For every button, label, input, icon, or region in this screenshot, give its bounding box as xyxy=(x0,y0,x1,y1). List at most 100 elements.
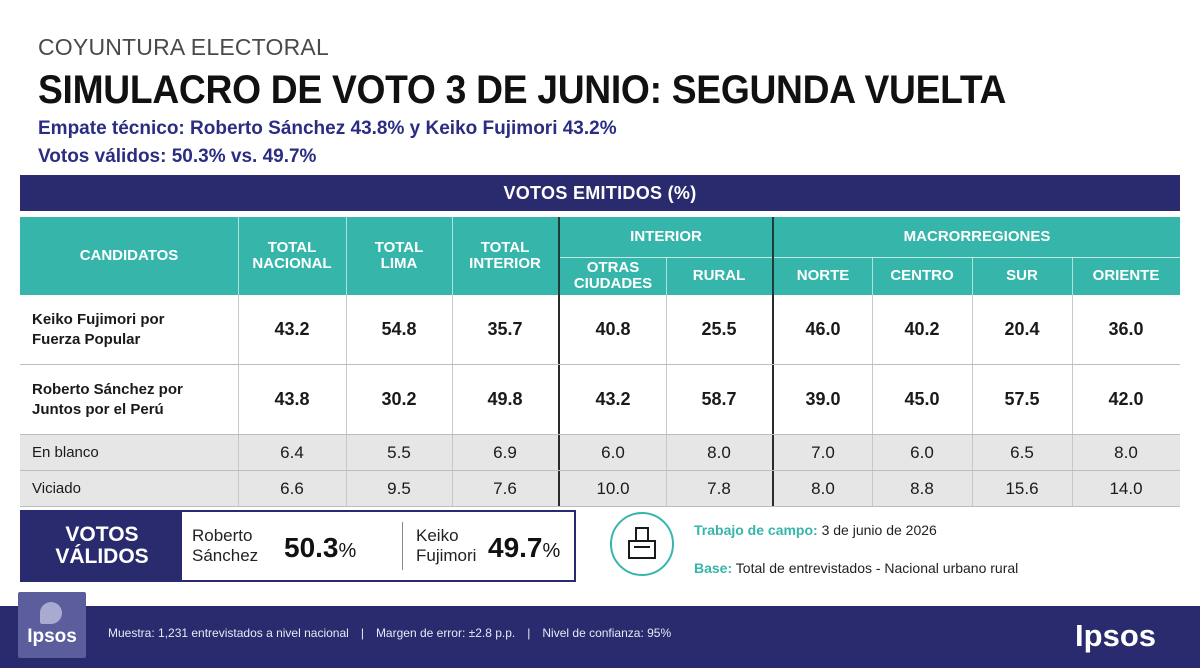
cell-value: 9.5 xyxy=(387,478,411,498)
candidate-name-line: Viciado xyxy=(32,479,81,497)
cell-value: 8.0 xyxy=(707,442,731,462)
cell-value: 39.0 xyxy=(805,389,841,409)
table-body: Keiko Fujimori por Fuerza Popular 43.2 54.8… xyxy=(20,295,1180,507)
page-title: SIMULACRO DE VOTO 3 DE JUNIO: SEGUNDA VU… xyxy=(38,68,1007,112)
valid-votes-b-value: 49.7 xyxy=(488,532,543,563)
valid-votes-b-pct: 49.7% xyxy=(488,532,560,564)
valid-votes-a-value: 50.3 xyxy=(284,532,339,563)
cell-value: 54.8 xyxy=(381,319,417,339)
valid-votes-b-name: Keiko Fujimori xyxy=(416,526,476,565)
col-norte: NORTE xyxy=(796,267,850,285)
cell-value: 20.4 xyxy=(1004,319,1040,339)
col-otras-l1: OTRAS xyxy=(586,259,640,277)
cell-value: 6.9 xyxy=(493,442,517,462)
cell-value: 42.0 xyxy=(1108,389,1144,409)
col-total-lima-l2: LIMA xyxy=(380,255,418,272)
valid-votes-a-first: Roberto xyxy=(192,526,253,545)
candidate-name-line: Juntos por el Perú xyxy=(32,400,164,418)
ballot-box-icon xyxy=(610,512,674,576)
logo-text: Ipsos xyxy=(27,626,77,647)
base-label: Base: xyxy=(694,560,733,576)
valid-votes-b-first: Keiko xyxy=(416,526,459,545)
base-value: Total de entrevistados - Nacional urbano… xyxy=(735,560,1019,576)
valid-votes-label-l1: VOTOS xyxy=(65,522,139,546)
footer-confidence: Nivel de confianza: 95% xyxy=(542,626,672,640)
valid-votes-label: VOTOS VÁLIDOS xyxy=(22,512,182,580)
candidate-name-line: Roberto Sánchez por xyxy=(32,381,183,398)
col-otras-l2: CIUDADES xyxy=(573,275,653,292)
footer-notes: Muestra: 1,231 entrevistados a nivel nac… xyxy=(108,626,671,640)
footer-error: Margen de error: ±2.8 p.p. xyxy=(375,626,516,640)
col-total-interior-l1: TOTAL xyxy=(480,239,530,257)
cell-value: 57.5 xyxy=(1004,389,1040,409)
cell-value: 43.2 xyxy=(274,319,310,339)
cell-value: 49.8 xyxy=(487,389,523,409)
footer-sep-1: | xyxy=(360,626,364,640)
group-macrorregiones: MACRORREGIONES xyxy=(903,228,1051,246)
footer-sep-2: | xyxy=(527,626,531,640)
subtitle-tie: Empate técnico: Roberto Sánchez 43.8% y … xyxy=(38,118,617,139)
table-row: Roberto Sánchez por Juntos por el Perú 43.… xyxy=(20,365,1180,435)
table-banner: VOTOS EMITIDOS (%) xyxy=(20,175,1180,211)
col-total-nacional: TOTAL NACIONAL xyxy=(238,217,346,295)
subtitle-valid: Votos válidos: 50.3% vs. 49.7% xyxy=(38,146,317,167)
cell-value: 6.0 xyxy=(601,442,625,462)
cell-value: 30.2 xyxy=(381,389,417,409)
candidate-name-line: En blanco xyxy=(32,443,99,461)
fieldwork-label: Trabajo de campo: xyxy=(694,522,818,538)
cell-value: 14.0 xyxy=(1109,478,1143,498)
brand-wordmark: Ipsos xyxy=(1075,618,1156,653)
kicker: COYUNTURA ELECTORAL xyxy=(38,34,329,60)
candidate-name: En blanco xyxy=(20,435,238,470)
cell-value: 6.0 xyxy=(910,442,934,462)
cell-value: 8.0 xyxy=(1114,442,1138,462)
fieldwork-value: 3 de junio de 2026 xyxy=(821,522,937,538)
valid-votes-a-pct: 50.3% xyxy=(284,532,356,564)
ipsos-logo: Ipsos xyxy=(18,592,86,658)
cell-value: 6.6 xyxy=(280,478,304,498)
cell-value: 10.0 xyxy=(596,478,630,498)
valid-votes-b-last: Fujimori xyxy=(416,545,477,565)
cell-value: 40.2 xyxy=(904,319,940,339)
footer-sample: Muestra: 1,231 entrevistados a nivel nac… xyxy=(108,626,349,640)
col-oriente: ORIENTE xyxy=(1092,267,1160,285)
candidate-name: Keiko Fujimori por Fuerza Popular xyxy=(20,295,238,364)
cell-value: 15.6 xyxy=(1005,478,1039,498)
cell-value: 45.0 xyxy=(904,389,940,409)
col-sur: SUR xyxy=(1006,267,1038,285)
cell-value: 25.5 xyxy=(701,319,737,339)
valid-votes-label-l2: VÁLIDOS xyxy=(55,545,149,568)
col-candidates: CANDIDATOS xyxy=(79,247,179,265)
cell-value: 5.5 xyxy=(387,442,411,462)
cell-value: 6.5 xyxy=(1010,442,1034,462)
col-rural: RURAL xyxy=(692,267,746,285)
cell-value: 46.0 xyxy=(805,319,841,339)
col-total-interior: TOTAL INTERIOR xyxy=(452,217,558,295)
col-total-interior-l2: INTERIOR xyxy=(469,255,541,272)
cell-value: 36.0 xyxy=(1108,319,1144,339)
valid-votes-b-sign: % xyxy=(542,540,561,562)
table-row: Viciado 6.6 9.5 7.6 10.0 7.8 8.0 8.8 15.6 14.0 xyxy=(20,471,1180,507)
cell-value: 43.2 xyxy=(595,389,631,409)
footer-bar xyxy=(0,606,1200,668)
base-line: Base: Total de entrevistados - Nacional … xyxy=(694,560,1018,576)
col-total-nacional-l1: TOTAL xyxy=(267,239,317,257)
col-otras-ciudades: OTRAS CIUDADES xyxy=(560,257,666,295)
valid-votes-a-name: Roberto Sánchez xyxy=(192,526,258,565)
col-centro: CENTRO xyxy=(890,267,954,285)
cell-value: 7.6 xyxy=(493,478,517,498)
candidate-name-line: Keiko Fujimori por xyxy=(32,311,165,328)
group-interior: INTERIOR xyxy=(630,228,702,246)
cell-value: 58.7 xyxy=(701,389,737,409)
cell-value: 7.0 xyxy=(811,442,835,462)
candidate-name-line: Fuerza Popular xyxy=(32,330,141,348)
valid-votes-box: VOTOS VÁLIDOS Roberto Sánchez 50.3% Keiko… xyxy=(20,510,576,582)
cell-value: 40.8 xyxy=(595,319,631,339)
candidate-name: Viciado xyxy=(20,471,238,506)
cell-value: 35.7 xyxy=(487,319,523,339)
col-total-nacional-l2: NACIONAL xyxy=(252,255,332,272)
table-header: CANDIDATOS TOTAL NACIONAL TOTAL LIMA TOTAL… xyxy=(20,217,1180,295)
valid-votes-a-sign: % xyxy=(338,540,357,562)
cell-value: 7.8 xyxy=(707,478,731,498)
fieldwork-line: Trabajo de campo: 3 de junio de 2026 xyxy=(694,522,937,538)
